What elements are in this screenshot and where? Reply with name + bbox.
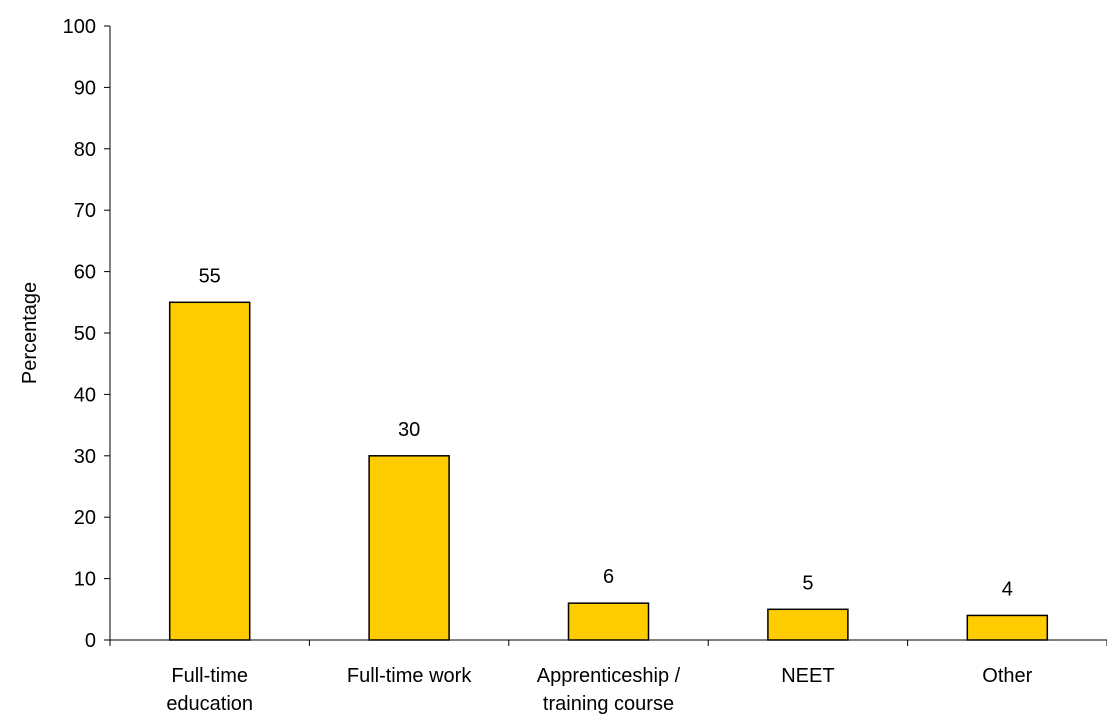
y-tick-label: 60 [74,262,96,284]
y-tick-label: 50 [74,323,96,345]
bar [767,608,849,641]
bars-group [168,301,1049,641]
bar-data-label: 5 [802,572,813,594]
bar [966,614,1049,641]
y-tick-label: 80 [74,139,96,161]
data-labels-group: 55 30 6 5 4 [199,265,1013,600]
bar-data-label: 30 [398,419,420,441]
x-category-label: Other [982,665,1032,687]
y-tick-label: 0 [85,630,96,652]
x-category-label: education [166,693,253,715]
bar [368,455,450,641]
bar-data-label: 55 [199,265,221,287]
bar [567,602,650,641]
y-tick-label: 20 [74,507,96,529]
y-tick-label: 40 [74,384,96,406]
x-category-label: training course [543,693,674,715]
x-category-label: Apprenticeship / [537,665,681,687]
y-axis-ticks: 0 10 20 30 40 50 60 70 80 90 100 [63,16,110,652]
bar [168,301,251,641]
y-tick-label: 30 [74,446,96,468]
bar-data-label: 4 [1002,578,1013,600]
y-axis-title: Percentage [19,282,41,384]
bar-data-label: 6 [603,566,614,588]
x-category-label: Full-time [171,665,248,687]
x-category-label: Full-time work [347,665,472,687]
x-axis-category-labels: Full-time education Full-time work Apprenti… [166,665,1032,715]
y-tick-label: 100 [63,16,96,38]
y-tick-label: 10 [74,569,96,591]
y-tick-label: 70 [74,200,96,222]
x-axis-ticks [109,640,1107,646]
y-tick-label: 90 [74,77,96,99]
x-category-label: NEET [781,665,834,687]
